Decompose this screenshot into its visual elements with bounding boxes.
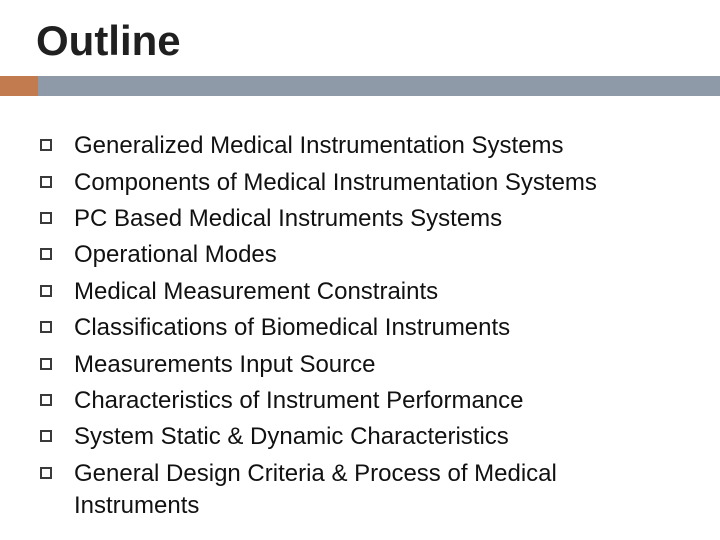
list-item: Classifications of Biomedical Instrument… [40, 312, 680, 344]
list-item: Measurements Input Source [40, 349, 680, 381]
square-bullet-icon [40, 139, 52, 151]
list-item: Characteristics of Instrument Performanc… [40, 385, 680, 417]
list-item-text: Operational Modes [74, 239, 277, 271]
list-item: Generalized Medical Instrumentation Syst… [40, 130, 680, 162]
list-item-text: Classifications of Biomedical Instrument… [74, 312, 510, 344]
outline-list: Generalized Medical Instrumentation Syst… [0, 96, 720, 522]
list-item: PC Based Medical Instruments Systems [40, 203, 680, 235]
square-bullet-icon [40, 467, 52, 479]
square-bullet-icon [40, 358, 52, 370]
slide-title: Outline [0, 18, 720, 64]
list-item-text: Characteristics of Instrument Performanc… [74, 385, 524, 417]
list-item-text: General Design Criteria & Process of Med… [74, 458, 680, 523]
list-item-text: Medical Measurement Constraints [74, 276, 438, 308]
square-bullet-icon [40, 285, 52, 297]
list-item: General Design Criteria & Process of Med… [40, 458, 680, 523]
divider-rest [38, 76, 720, 96]
list-item: System Static & Dynamic Characteristics [40, 421, 680, 453]
list-item-text: PC Based Medical Instruments Systems [74, 203, 502, 235]
slide: Outline Generalized Medical Instrumentat… [0, 0, 720, 540]
square-bullet-icon [40, 212, 52, 224]
list-item: Components of Medical Instrumentation Sy… [40, 167, 680, 199]
title-divider [0, 76, 720, 96]
square-bullet-icon [40, 430, 52, 442]
list-item-text: Components of Medical Instrumentation Sy… [74, 167, 597, 199]
list-item-text: Measurements Input Source [74, 349, 376, 381]
square-bullet-icon [40, 321, 52, 333]
list-item: Medical Measurement Constraints [40, 276, 680, 308]
square-bullet-icon [40, 176, 52, 188]
list-item: Operational Modes [40, 239, 680, 271]
list-item-text: System Static & Dynamic Characteristics [74, 421, 509, 453]
list-item-text: Generalized Medical Instrumentation Syst… [74, 130, 564, 162]
divider-accent [0, 76, 38, 96]
square-bullet-icon [40, 248, 52, 260]
square-bullet-icon [40, 394, 52, 406]
